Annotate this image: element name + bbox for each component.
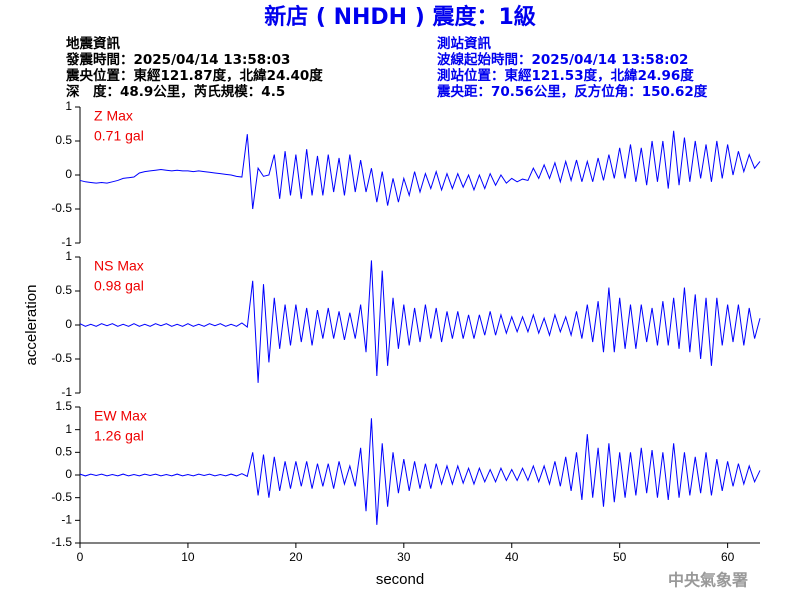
y-tick-label: -1 xyxy=(61,385,72,399)
max-annotation: 0.71 gal xyxy=(94,128,144,144)
y-tick-label: 1 xyxy=(65,99,72,113)
info-line: 地震資訊 xyxy=(66,35,120,52)
max-annotation: Z Max xyxy=(94,108,133,124)
station-info: 測站資訊 波線起始時間：2025/04/14 13:58:02 測站位置：東經1… xyxy=(436,35,708,100)
y-tick-label: -1.5 xyxy=(51,535,72,549)
y-tick-label: 1 xyxy=(65,249,72,263)
y-tick-label: 0.5 xyxy=(55,283,72,297)
x-tick-label: 20 xyxy=(289,550,303,564)
info-line: 發震時間：2025/04/14 13:58:03 xyxy=(65,51,290,68)
max-annotation: NS Max xyxy=(94,258,144,274)
y-tick-label: 0 xyxy=(65,467,72,481)
y-axis-label: acceleration xyxy=(23,285,40,366)
info-line: 震央位置：東經121.87度，北緯24.40度 xyxy=(65,67,323,84)
y-tick-label: 0 xyxy=(65,317,72,331)
x-tick-label: 60 xyxy=(721,550,735,564)
y-tick-label: -0.5 xyxy=(51,490,72,504)
y-tick-label: 1 xyxy=(65,422,72,436)
max-annotation: EW Max xyxy=(94,408,147,424)
x-axis-label: second xyxy=(376,571,424,588)
y-tick-label: -0.5 xyxy=(51,351,72,365)
info-line: 波線起始時間：2025/04/14 13:58:02 xyxy=(437,51,688,68)
x-tick-label: 30 xyxy=(397,550,411,564)
page-title: 新店 ( NHDH ) 震度：1級 xyxy=(264,4,536,30)
max-annotation: 1.26 gal xyxy=(94,428,144,444)
y-tick-label: -1 xyxy=(61,513,72,527)
y-tick-label: 1.5 xyxy=(55,399,72,413)
y-tick-label: -1 xyxy=(61,235,72,249)
max-annotation: 0.98 gal xyxy=(94,278,144,294)
waveform xyxy=(79,418,761,525)
x-tick-label: 10 xyxy=(181,550,195,564)
waveform xyxy=(79,260,761,383)
info-line: 深 度：48.9公里，芮氏規模：4.5 xyxy=(66,83,285,100)
waveform xyxy=(79,130,761,210)
y-tick-label: -0.5 xyxy=(51,201,72,215)
info-line: 測站資訊 xyxy=(437,35,491,52)
x-tick-label: 50 xyxy=(613,550,627,564)
info-line: 測站位置：東經121.53度，北緯24.96度 xyxy=(437,67,694,84)
x-tick-label: 40 xyxy=(505,550,519,564)
x-tick-label: 0 xyxy=(77,550,84,564)
y-tick-label: 0.5 xyxy=(55,445,72,459)
footer: 中央氣象署 xyxy=(668,571,748,590)
info-line: 震央距：70.56公里，反方位角：150.62度 xyxy=(436,83,708,100)
event-info: 地震資訊 發震時間：2025/04/14 13:58:03 震央位置：東經121… xyxy=(65,35,323,100)
y-tick-label: 0 xyxy=(65,167,72,181)
y-tick-label: 0.5 xyxy=(55,133,72,147)
